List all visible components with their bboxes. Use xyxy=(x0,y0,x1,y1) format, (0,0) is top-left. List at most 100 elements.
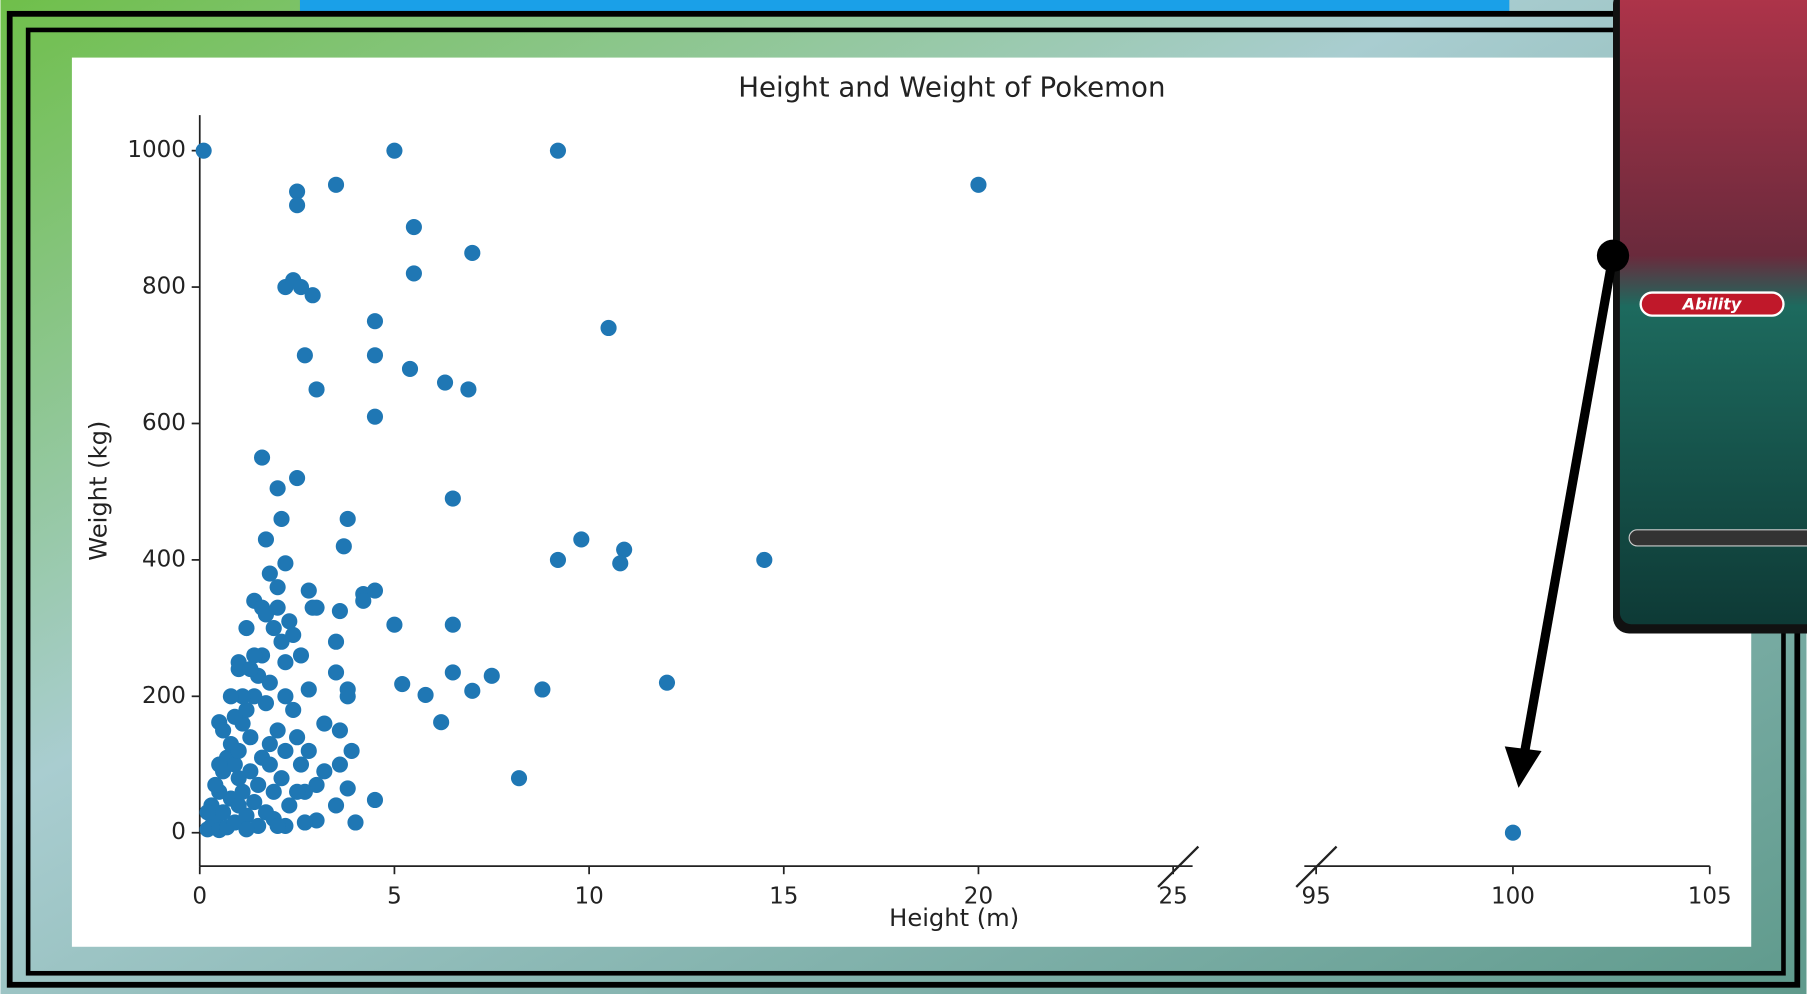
x-tick-label: 25 xyxy=(1158,884,1187,910)
point xyxy=(331,722,348,739)
point xyxy=(289,183,306,200)
x-tick-label: 95 xyxy=(1301,884,1330,910)
point xyxy=(257,695,275,712)
point xyxy=(756,551,773,568)
point xyxy=(281,797,298,814)
x-tick-label: 105 xyxy=(1688,884,1732,910)
point xyxy=(444,490,461,507)
plot: 0 200 400 600 800 1000 0 5 10 15 20 25 95 100 105 xyxy=(127,115,1732,910)
point xyxy=(277,742,294,759)
point xyxy=(277,555,294,572)
y-tick-label: 600 xyxy=(142,410,186,436)
point xyxy=(405,265,422,282)
point xyxy=(433,714,450,731)
point xyxy=(257,531,275,548)
point xyxy=(347,814,364,831)
point xyxy=(261,735,278,753)
point xyxy=(366,347,384,364)
break-mark xyxy=(1157,845,1200,888)
point xyxy=(269,722,286,739)
point xyxy=(343,742,360,759)
point xyxy=(366,408,384,425)
x-tick-label: 0 xyxy=(192,884,207,910)
point xyxy=(300,582,317,599)
point xyxy=(242,763,259,780)
y-tick-label: 1000 xyxy=(127,137,186,163)
point xyxy=(226,756,243,773)
point xyxy=(296,347,313,364)
point xyxy=(238,807,255,824)
x-tick-label: 20 xyxy=(964,884,993,910)
x-tick-label: 10 xyxy=(574,884,603,910)
point xyxy=(215,722,232,739)
point xyxy=(269,480,286,497)
point xyxy=(573,531,590,548)
point xyxy=(304,599,321,616)
arrow-shaft xyxy=(1518,254,1618,761)
point xyxy=(308,381,325,398)
x-tick-label: 15 xyxy=(769,884,798,910)
point xyxy=(444,664,461,681)
point xyxy=(300,681,317,698)
point xyxy=(222,688,239,705)
card-weakness-bar xyxy=(1628,529,1807,547)
point xyxy=(355,592,372,609)
point xyxy=(1504,824,1522,841)
point xyxy=(289,729,306,746)
point xyxy=(234,783,251,800)
chart-title: Height and Weight of Pokemon xyxy=(738,71,1165,104)
point xyxy=(242,729,259,746)
point xyxy=(366,791,384,809)
point xyxy=(238,701,255,719)
x-tick-label: 100 xyxy=(1491,884,1535,910)
axis-break xyxy=(1157,845,1338,888)
point xyxy=(226,708,243,725)
y-tick-label: 400 xyxy=(142,546,186,572)
point xyxy=(534,681,551,698)
point xyxy=(510,770,528,787)
point xyxy=(199,804,216,821)
point xyxy=(460,381,477,398)
point xyxy=(292,279,310,296)
card-ability-badge xyxy=(1639,291,1785,317)
point xyxy=(253,449,271,466)
arrow-head xyxy=(1504,746,1542,788)
point xyxy=(304,287,321,304)
point xyxy=(327,664,345,681)
point xyxy=(261,674,278,691)
point xyxy=(394,675,411,693)
point xyxy=(273,510,290,528)
point xyxy=(289,469,306,487)
point xyxy=(339,688,356,705)
point xyxy=(444,616,461,633)
point xyxy=(316,715,333,732)
point xyxy=(401,360,419,377)
point xyxy=(273,633,290,650)
point xyxy=(207,776,224,794)
point xyxy=(246,647,263,664)
point xyxy=(230,742,247,759)
point xyxy=(339,510,356,528)
point xyxy=(386,142,403,159)
point xyxy=(464,244,481,262)
point xyxy=(616,541,633,558)
x-axis-label: Height (m) xyxy=(889,904,1019,932)
point xyxy=(327,797,345,814)
point xyxy=(308,776,325,794)
point xyxy=(417,686,434,704)
point xyxy=(612,555,629,572)
point xyxy=(335,538,352,555)
arrow xyxy=(1504,239,1630,788)
point xyxy=(386,616,403,633)
point xyxy=(230,654,247,671)
point xyxy=(285,701,302,719)
point xyxy=(436,374,454,391)
point xyxy=(600,319,617,337)
point xyxy=(285,626,302,643)
point xyxy=(277,654,294,671)
point xyxy=(289,783,306,800)
point xyxy=(277,688,294,705)
point xyxy=(250,776,267,794)
